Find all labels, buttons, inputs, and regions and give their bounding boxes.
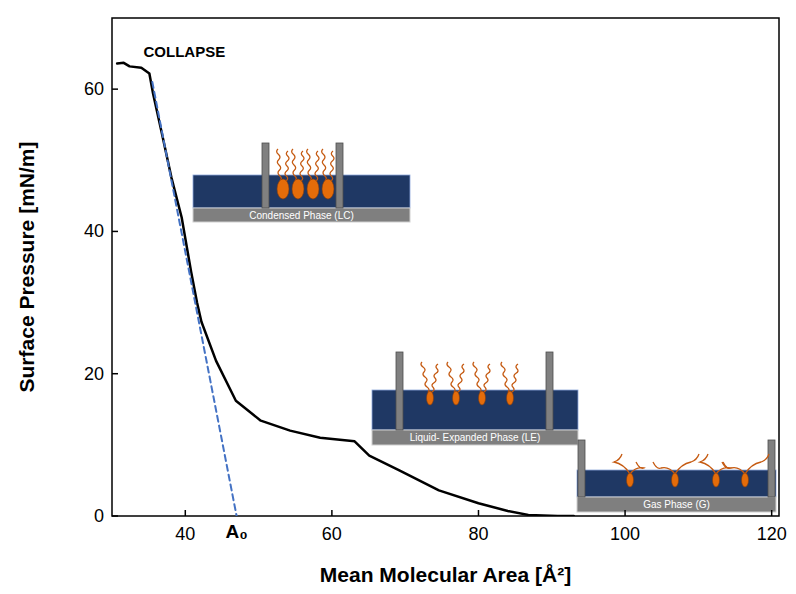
trough-base xyxy=(372,430,578,445)
inset-label: Gas Phase (G) xyxy=(643,499,710,510)
inset-label: Condensed Phase (LC) xyxy=(249,210,354,221)
tail xyxy=(421,362,429,392)
barrier xyxy=(396,352,403,430)
barrier xyxy=(336,143,343,208)
annotation: COLLAPSE xyxy=(144,43,226,60)
y-tick-label: 40 xyxy=(84,221,104,241)
x-tick-label: 100 xyxy=(610,524,640,544)
tail xyxy=(277,149,282,181)
tail xyxy=(322,149,327,181)
x-tick xyxy=(331,510,333,516)
x-tick xyxy=(478,510,480,516)
tail xyxy=(432,364,438,392)
y-tick xyxy=(112,373,118,375)
head xyxy=(453,391,460,405)
head xyxy=(427,391,434,405)
tail xyxy=(484,364,490,392)
tail xyxy=(675,454,699,474)
y-tick-label: 60 xyxy=(84,79,104,99)
tail xyxy=(473,362,481,392)
tail xyxy=(300,151,304,181)
head xyxy=(479,391,486,405)
extrapolation-line xyxy=(152,82,236,516)
x-tick-label: 80 xyxy=(468,524,488,544)
head xyxy=(322,179,334,199)
y-axis-title: Surface Pressure [mN/m] xyxy=(15,142,38,393)
head xyxy=(307,179,319,199)
tail xyxy=(330,151,334,181)
plot-area xyxy=(117,63,574,516)
inset: Liquid- Expanded Phase (LE) xyxy=(372,352,578,445)
y-tick-label: 0 xyxy=(94,506,104,526)
plot-frame xyxy=(112,18,779,516)
chart: Condensed Phase (LC) Liquid- Expanded Pha… xyxy=(0,0,796,594)
tail xyxy=(614,454,630,474)
barrier xyxy=(546,352,553,430)
x-tick xyxy=(624,510,626,516)
tail xyxy=(458,364,464,392)
tail xyxy=(307,149,312,181)
x-tick-label: 60 xyxy=(322,524,342,544)
tail xyxy=(501,362,509,392)
trough-base xyxy=(577,497,776,512)
barrier xyxy=(262,143,269,208)
tail xyxy=(700,454,716,474)
tail xyxy=(285,151,289,181)
y-tick xyxy=(112,231,118,233)
tail xyxy=(292,149,297,181)
tail xyxy=(447,362,455,392)
x-tick-label: 120 xyxy=(757,524,787,544)
tail xyxy=(653,462,675,474)
head xyxy=(672,473,679,487)
trough-base xyxy=(193,208,410,222)
x-axis-title: Mean Molecular Area [Å²] xyxy=(320,563,571,586)
y-tick xyxy=(112,515,118,517)
y-tick-label: 20 xyxy=(84,364,104,384)
tail xyxy=(512,364,518,392)
head xyxy=(507,391,514,405)
water xyxy=(577,470,776,497)
x-tick-label: 40 xyxy=(175,524,195,544)
x-tick xyxy=(771,510,773,516)
tail xyxy=(723,462,745,474)
inset: Gas Phase (G) xyxy=(577,440,776,512)
head xyxy=(277,179,289,199)
tail xyxy=(630,462,644,474)
tail xyxy=(745,454,769,474)
head xyxy=(627,473,634,487)
isotherm-line xyxy=(117,63,574,516)
y-tick xyxy=(112,88,118,90)
x-tick xyxy=(185,510,187,516)
barrier xyxy=(768,440,775,497)
inset: Condensed Phase (LC) xyxy=(193,143,410,222)
inset-label: Liquid- Expanded Phase (LE) xyxy=(410,432,541,443)
tail xyxy=(315,151,319,181)
annotation: A₀ xyxy=(225,521,247,542)
head xyxy=(292,179,304,199)
head xyxy=(742,473,749,487)
barrier xyxy=(578,440,585,497)
head xyxy=(713,473,720,487)
